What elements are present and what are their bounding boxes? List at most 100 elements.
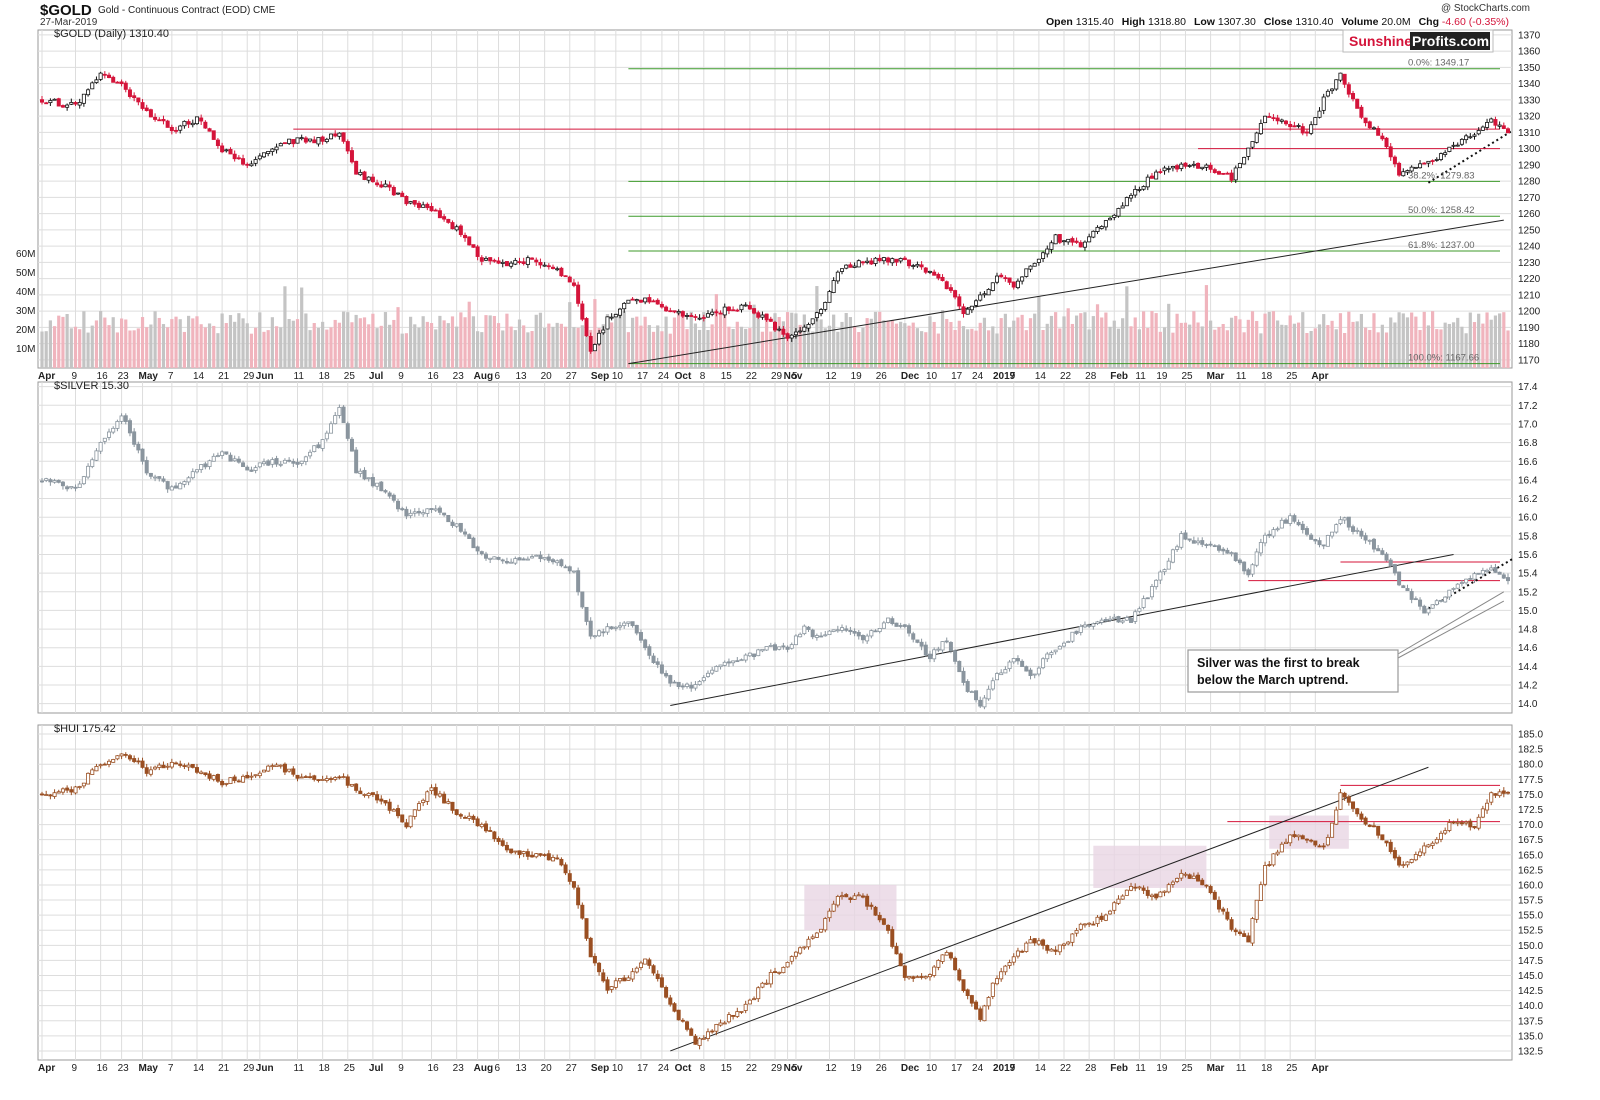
volume-bar <box>819 319 823 368</box>
candle-body <box>1380 834 1385 841</box>
candle-body <box>1313 840 1318 846</box>
volume-bar <box>1447 323 1451 368</box>
candle-body <box>1112 214 1117 218</box>
volume-bar <box>429 323 434 368</box>
volume-bar <box>1305 333 1309 368</box>
fib-level-label: 50.0%: 1258.42 <box>1408 205 1475 216</box>
candle-body <box>119 81 124 85</box>
candle-body <box>98 72 103 80</box>
candle-body <box>1087 236 1092 243</box>
candle-body <box>44 102 49 105</box>
candle-body <box>1116 616 1121 623</box>
candle-body <box>1288 834 1293 844</box>
candle-body <box>52 98 57 101</box>
candle-body <box>1317 540 1322 546</box>
volume-bar <box>1418 330 1422 368</box>
volume-bar <box>1384 332 1389 368</box>
candle-body <box>1288 123 1293 128</box>
candle-body <box>923 267 928 273</box>
volume-bar <box>798 324 802 368</box>
candle-body <box>1066 941 1071 945</box>
candle-body <box>1120 895 1125 900</box>
candle-body <box>249 775 254 778</box>
candle-body <box>161 118 166 122</box>
candle-body <box>894 946 899 955</box>
volume-bar <box>266 330 270 368</box>
candle-body <box>354 449 359 474</box>
volume-bar <box>1091 316 1095 368</box>
x-tick-label: Jun <box>256 1063 274 1074</box>
candle-body <box>1041 939 1046 946</box>
volume-bar <box>455 326 459 368</box>
candle-body <box>320 439 325 449</box>
candle-body <box>743 654 748 661</box>
volume-bar <box>748 328 752 368</box>
candle-body <box>1392 564 1397 574</box>
candle-body <box>127 755 132 760</box>
candle-body <box>697 1038 702 1046</box>
candle-body <box>1158 171 1163 173</box>
volume-bar <box>492 316 496 368</box>
volume-bar <box>1347 311 1351 368</box>
volume-bar <box>103 317 107 368</box>
volume-bar <box>1330 320 1334 368</box>
candle-body <box>898 258 903 262</box>
candle-body <box>1363 117 1368 124</box>
candle-body <box>953 957 958 971</box>
candle-body <box>860 261 865 264</box>
candle-body <box>81 476 86 485</box>
x-tick-label: 5 <box>792 371 798 382</box>
candle-body <box>622 622 627 627</box>
y-tick-label: 1240 <box>1518 242 1541 253</box>
candle-body <box>567 566 572 572</box>
candle-body <box>1426 160 1431 164</box>
candle-body <box>752 653 757 658</box>
candle-body <box>961 306 966 315</box>
candle-body <box>266 765 271 772</box>
candle-body <box>425 203 430 209</box>
volume-bar <box>865 318 869 368</box>
candle-body <box>165 765 170 768</box>
candle-body <box>835 629 840 632</box>
candle-body <box>1011 658 1016 663</box>
volume-bar <box>982 317 987 368</box>
volume-bar <box>471 316 476 368</box>
candle-body <box>1434 838 1439 844</box>
candle-body <box>1279 119 1284 122</box>
candle-body <box>291 768 296 775</box>
candle-body <box>986 688 991 700</box>
y-tick-label: 157.5 <box>1518 896 1543 907</box>
volume-bar <box>1007 327 1012 368</box>
candle-body <box>1154 171 1159 180</box>
volume-bar <box>618 315 622 368</box>
candle-body <box>1208 886 1213 894</box>
y-tick-label: 150.0 <box>1518 941 1543 952</box>
candle-body <box>835 271 840 282</box>
candle-body <box>157 476 162 479</box>
volume-bar <box>1146 327 1150 368</box>
candle-body <box>915 264 920 267</box>
candle-body <box>366 477 371 480</box>
candle-body <box>974 690 979 701</box>
ohlc-label: High <box>1121 16 1148 28</box>
candle-body <box>190 122 195 126</box>
ohlc-label: Low <box>1193 16 1218 28</box>
candle-body <box>433 787 438 796</box>
volume-bar <box>1028 318 1033 368</box>
volume-bar <box>1355 321 1359 368</box>
volume-bar <box>827 325 832 368</box>
candle-body <box>1095 621 1100 624</box>
candle-body <box>1459 138 1464 145</box>
candle-body <box>224 782 229 785</box>
candle-body <box>588 336 593 352</box>
candle-body <box>69 102 74 105</box>
y-tick-label: 1330 <box>1518 95 1541 106</box>
x-tick-label: 24 <box>658 1063 670 1074</box>
volume-bar <box>329 327 333 368</box>
candle-body <box>383 490 388 493</box>
candle-body <box>182 120 187 127</box>
candle-body <box>308 776 313 779</box>
candle-body <box>1485 122 1490 128</box>
candle-body <box>379 184 384 188</box>
candle-body <box>940 954 945 962</box>
